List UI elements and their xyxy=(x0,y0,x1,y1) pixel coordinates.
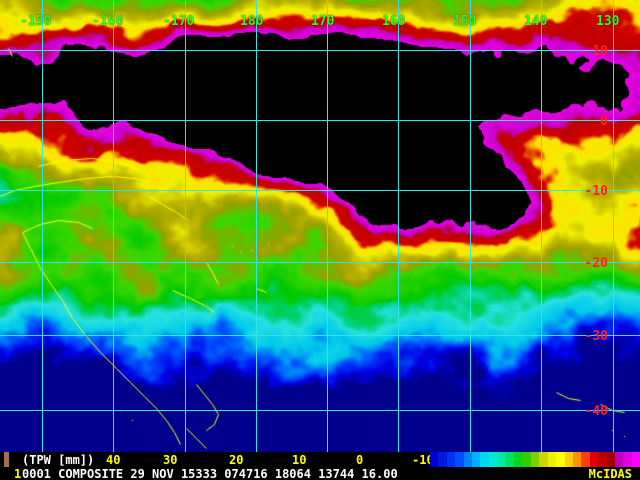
colorbar-segment-0 xyxy=(430,452,439,467)
colorbar-segment-11 xyxy=(522,452,531,467)
color-legend-bar[interactable] xyxy=(430,452,640,467)
scale-end-marker xyxy=(4,452,9,467)
latitude-label-4: -30 xyxy=(584,329,608,344)
frame-index: 1 xyxy=(14,467,22,480)
colorbar-segment-23 xyxy=(623,452,632,467)
scale-tick-1: 30 xyxy=(163,453,178,467)
scale-tick-4: 0 xyxy=(356,453,364,467)
longitude-label-5: 160 xyxy=(382,14,406,29)
scale-tick-0: 40 xyxy=(106,453,121,467)
colorbar-segment-19 xyxy=(589,452,599,467)
colorbar-segment-7 xyxy=(488,452,498,467)
latitude-label-1: 0 xyxy=(600,114,608,129)
latitude-label-0: 10 xyxy=(592,44,608,59)
colorbar-segment-18 xyxy=(581,452,590,467)
status-text: 0001 COMPOSITE 29 NOV 15333 074716 18064… xyxy=(22,467,398,480)
colorbar-segment-20 xyxy=(598,452,607,467)
colorbar-segment-12 xyxy=(530,452,540,467)
longitude-label-0: -150 xyxy=(20,14,52,29)
colorbar-segment-10 xyxy=(514,452,523,467)
colorbar-segment-6 xyxy=(480,452,489,467)
latitude-label-3: -20 xyxy=(584,256,608,271)
tpw-heatmap-canvas xyxy=(0,0,640,452)
longitude-label-3: 180 xyxy=(240,14,264,29)
longitude-label-8: 130 xyxy=(596,14,620,29)
longitude-label-2: -170 xyxy=(163,14,195,29)
colorbar-segment-21 xyxy=(606,452,615,467)
latitude-label-2: -10 xyxy=(584,184,608,199)
satellite-map-display[interactable]: -150 -160 -170 180 170 160 150 140 130 10 0 -10 -20… xyxy=(0,0,640,452)
colorbar-segment-14 xyxy=(547,452,557,467)
longitude-label-6: 150 xyxy=(453,14,477,29)
scale-tick-2: 20 xyxy=(229,453,244,467)
colorbar-axis-label: (TPW [mm]) xyxy=(22,453,95,467)
colorbar-segment-13 xyxy=(539,452,548,467)
status-line: 1 0001 COMPOSITE 29 NOV 15333 074716 180… xyxy=(0,467,640,480)
scale-tick-5: -10 xyxy=(412,453,434,467)
latitude-label-5: -40 xyxy=(584,404,608,419)
colorbar-segment-22 xyxy=(614,452,624,467)
longitude-label-1: -160 xyxy=(92,14,124,29)
colorbar-segment-15 xyxy=(556,452,565,467)
scale-tick-3: 10 xyxy=(292,453,307,467)
colorbar-segment-9 xyxy=(505,452,515,467)
colorbar-segment-3 xyxy=(455,452,464,467)
longitude-label-4: 170 xyxy=(311,14,335,29)
colorbar-segment-1 xyxy=(438,452,447,467)
colorbar-segment-4 xyxy=(463,452,473,467)
colorbar-segment-24 xyxy=(631,452,640,467)
longitude-label-7: 140 xyxy=(524,14,548,29)
colorbar-segment-2 xyxy=(446,452,456,467)
colorbar-segment-16 xyxy=(564,452,573,467)
mcidas-brand-label: McIDAS xyxy=(588,467,632,480)
colorbar-segment-17 xyxy=(572,452,582,467)
colorbar-segment-5 xyxy=(472,452,481,467)
colorbar-segment-8 xyxy=(497,452,506,467)
